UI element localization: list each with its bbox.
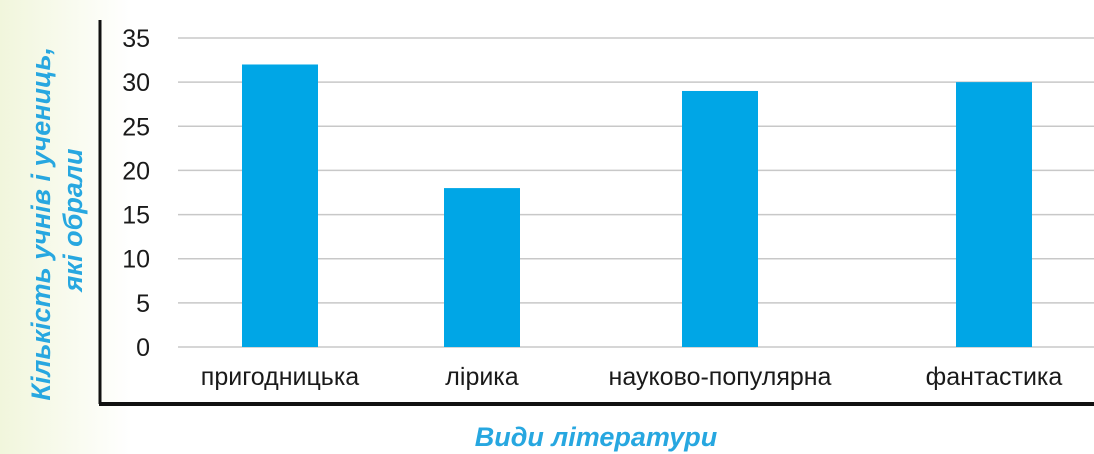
bar xyxy=(444,188,520,347)
y-tick-label: 5 xyxy=(136,290,150,318)
y-tick-labels: 0 5 10 15 20 25 30 35 xyxy=(122,25,150,362)
bar xyxy=(956,82,1032,348)
y-tick-label: 10 xyxy=(122,246,150,274)
category-label: лірика xyxy=(445,363,518,391)
bar xyxy=(242,64,318,347)
category-label: фантастика xyxy=(926,363,1063,391)
category-labels: пригодницька лірика науково-популярна фанта… xyxy=(201,363,1063,391)
y-tick-label: 20 xyxy=(122,157,150,185)
bars xyxy=(242,64,1032,348)
y-axis-title-line-2: які обрали xyxy=(58,148,88,293)
y-tick-label: 0 xyxy=(136,334,150,362)
y-axis-title: Кількість учнів і учениць, які обрали xyxy=(26,39,88,400)
x-axis-title: Види літератури xyxy=(475,422,718,452)
y-tick-label: 25 xyxy=(122,113,150,141)
category-label: науково-популярна xyxy=(609,363,832,391)
category-label: пригодницька xyxy=(201,363,360,391)
y-axis-title-line-1: Кількість учнів і учениць, xyxy=(26,47,56,401)
y-tick-label: 30 xyxy=(122,69,150,97)
y-tick-label: 35 xyxy=(122,25,150,53)
y-tick-label: 15 xyxy=(122,202,150,230)
bar xyxy=(682,90,758,347)
gridlines xyxy=(178,37,1094,348)
